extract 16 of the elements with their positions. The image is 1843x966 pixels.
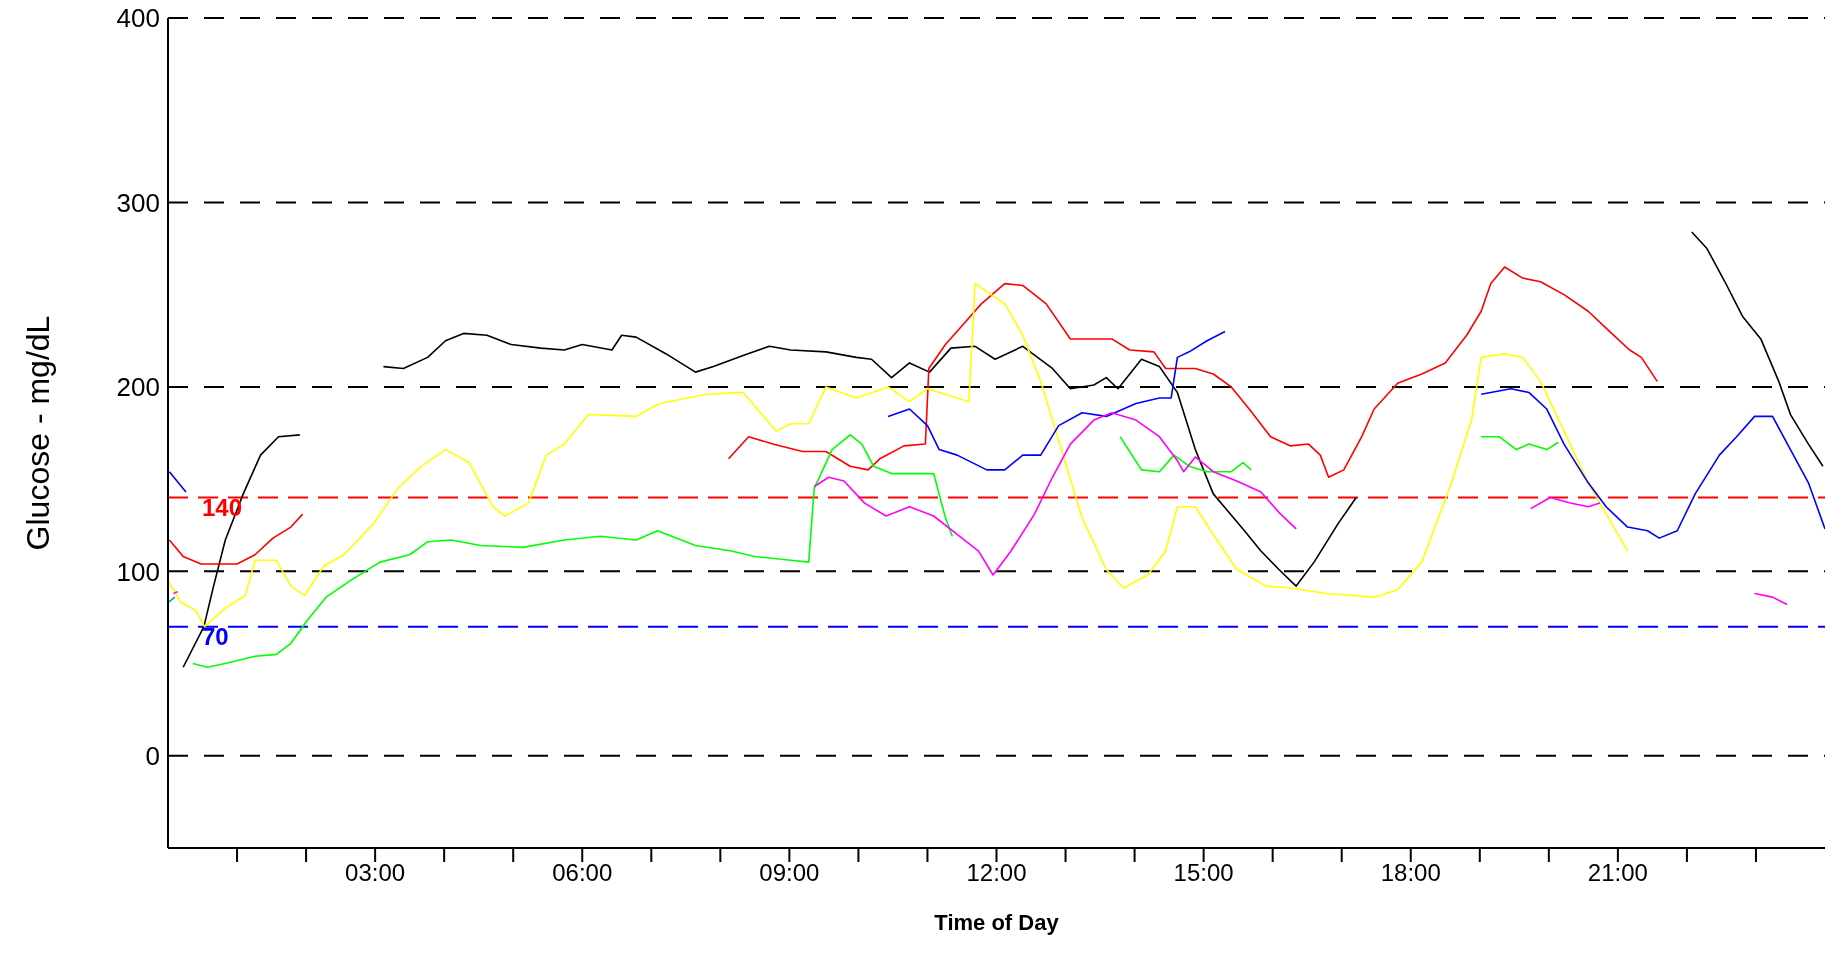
line-series — [168, 282, 1629, 628]
y-tick-label: 100 — [116, 556, 160, 587]
x-tick-label: 12:00 — [966, 859, 1027, 887]
x-tick-label: 09:00 — [759, 859, 820, 887]
x-tick-label: 03:00 — [345, 859, 406, 887]
y-tick-label: 200 — [116, 372, 160, 403]
x-tick-label: 18:00 — [1380, 859, 1441, 887]
y-tick-label: 300 — [116, 187, 160, 218]
ref-line-label: 70 — [202, 622, 229, 650]
x-axis-title: Time of Day — [934, 910, 1060, 935]
x-tick-label: 21:00 — [1587, 859, 1648, 887]
x-tick-label: 15:00 — [1173, 859, 1234, 887]
y-tick-label: 400 — [116, 3, 160, 34]
y-axis-title: Glucose - mg/dL — [20, 315, 57, 551]
x-tick-label: 06:00 — [552, 859, 613, 887]
y-tick-label: 0 — [145, 741, 160, 772]
